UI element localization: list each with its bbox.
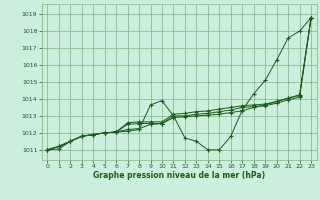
X-axis label: Graphe pression niveau de la mer (hPa): Graphe pression niveau de la mer (hPa) xyxy=(93,171,265,180)
